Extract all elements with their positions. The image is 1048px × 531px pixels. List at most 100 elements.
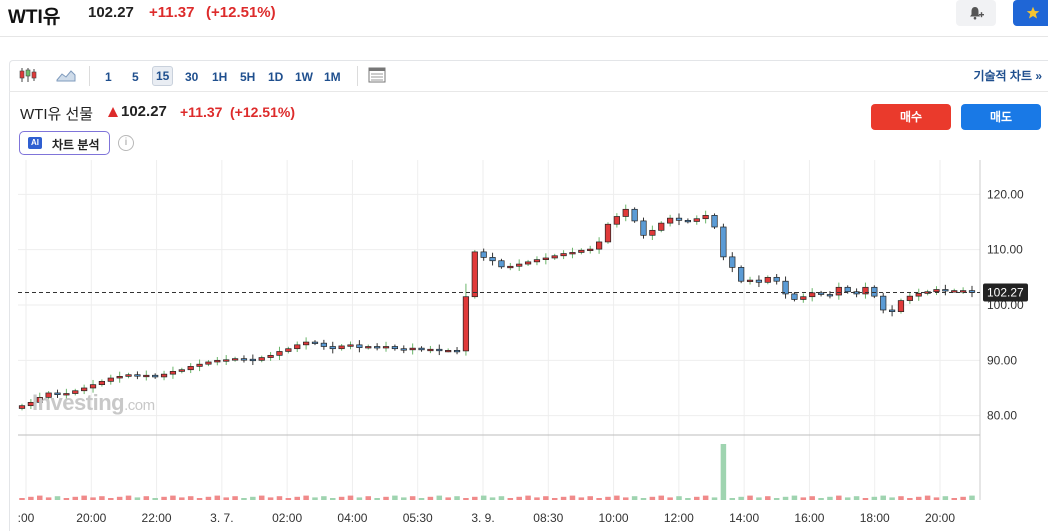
volume-bar [836,495,842,500]
price-tick-label: 110.00 [987,243,1023,257]
timeframe-5[interactable]: 5 [132,70,139,84]
candle [169,371,177,375]
candle [462,296,470,352]
x-tick-label: 10:00 [599,511,629,525]
instrument-price: 102.27 [121,103,167,120]
candle [374,346,381,349]
volume-bar [933,497,940,500]
volume-bar [418,498,425,500]
candle [205,361,212,365]
x-tick-label: 08:30 [533,511,563,525]
candle [587,248,594,251]
watermark-brand: Investing [32,390,125,415]
info-icon[interactable]: i [118,135,134,151]
volume-bar [844,497,851,500]
price-chart[interactable]: 120.00 110.00 100.00 90.00 80.00 102.27:00 20:… [0,160,1048,527]
x-tick-label: 12:00 [664,511,694,525]
candle [116,376,123,379]
x-tick-label: 20:00 [925,511,955,525]
volume-bar [942,496,949,500]
volume-bar [551,498,558,500]
volume-bar [321,496,327,500]
candle [551,255,558,259]
candle [489,257,496,262]
candle [223,359,230,362]
volume-bar [285,498,292,500]
candle [897,300,905,312]
volume-bar [578,497,585,500]
volume-bar [81,495,87,500]
volume-bar [267,497,274,500]
watchlist-button[interactable] [1013,0,1048,26]
price-tick-label: 100.00 [987,298,1024,312]
candle [871,286,878,297]
candle [658,222,665,231]
watermark-suffix: .com [124,397,155,414]
volume-bar [383,496,389,500]
candle [391,346,398,350]
timeframe-1[interactable]: 1 [105,70,112,84]
add-alert-button[interactable] [956,0,996,26]
volume-bar [19,498,25,500]
volume-bar [187,496,194,500]
timeframe-1w[interactable]: 1W [295,70,313,84]
volume-bar [454,496,460,500]
volume-bar [915,496,922,500]
buy-button[interactable]: 매수 [871,104,951,130]
volume-bar [658,495,665,500]
volume-bar [676,496,682,500]
x-tick-label: 14:00 [729,511,759,525]
x-tick-label: 3. 9. [471,511,494,525]
timeframe-1m[interactable]: 1M [324,70,341,84]
volume-bar [463,498,469,500]
candle [569,252,576,255]
candle [249,358,256,362]
volume-bar [640,498,647,500]
timeframe-30[interactable]: 30 [185,70,199,84]
candle [711,215,718,228]
x-tick-label: 02:00 [272,511,302,525]
sell-button[interactable]: 매도 [961,104,1041,130]
candle [693,218,700,222]
timeframe-5h[interactable]: 5H [240,70,256,84]
volume-bar [196,498,203,500]
volume-bar [152,498,158,500]
volume-bar [374,498,380,500]
volume-bar [685,498,691,500]
volume-bar [756,497,762,500]
timeframe-1d[interactable]: 1D [268,70,284,84]
candlestick-type-button[interactable] [17,65,39,85]
volume-bar [329,498,336,500]
volume-bar [401,497,407,500]
candle [196,363,203,367]
volume-bar [898,496,904,500]
volume-bar [694,496,700,500]
volume-bar [108,498,114,500]
chart-table-button[interactable] [366,65,388,85]
volume-bar [827,496,833,500]
candle [303,341,310,346]
area-chart-type-button[interactable] [55,65,77,85]
candle [471,251,478,298]
volume-bar [161,496,167,500]
candlestick-icon [19,68,37,82]
volume-bar [258,495,265,500]
candle [445,350,452,353]
ai-chart-analysis-button[interactable]: AI 차트 분석 [19,131,110,155]
volume-bar [800,497,807,500]
header-change: +11.37 [149,4,195,21]
timeframe-1h[interactable]: 1H [212,70,228,84]
candle [365,346,372,349]
candle [942,289,949,292]
candle [844,286,851,293]
candle [516,263,523,267]
candle [143,374,150,378]
candle [622,208,629,217]
timeframe-15[interactable]: 15 [152,66,174,86]
advanced-chart-link[interactable]: 기술적 차트 » [973,69,1042,83]
volume-bar [862,498,869,500]
candle [285,348,292,352]
candle [320,342,327,347]
volume-bar [356,497,363,500]
volume-bar [738,496,744,500]
